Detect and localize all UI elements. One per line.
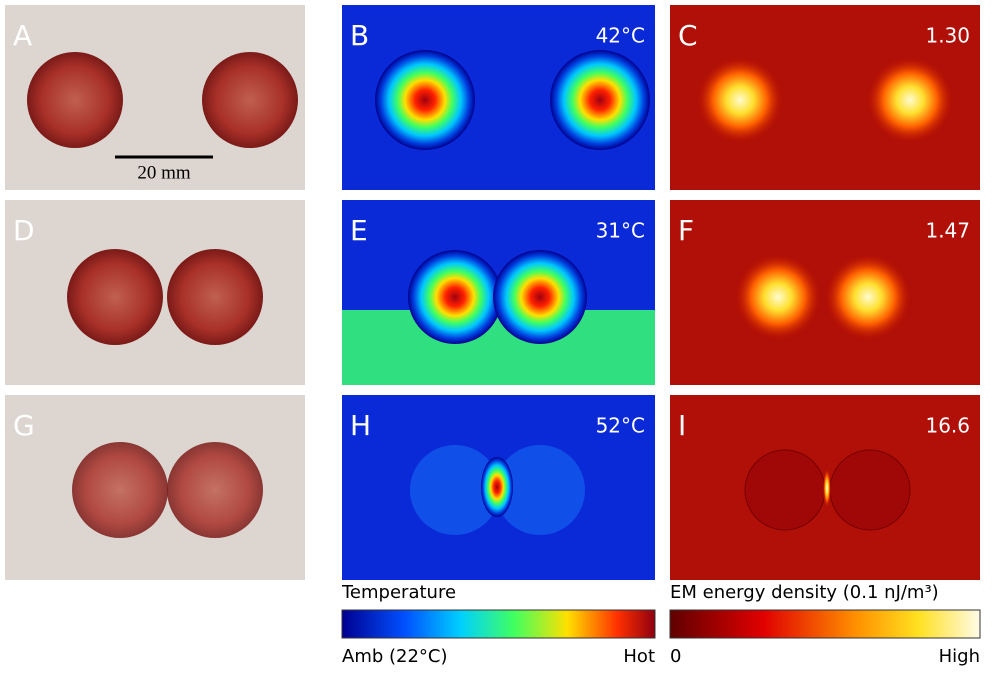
legend-title: EM energy density (0.1 nJ/m³): [670, 582, 939, 603]
scale-label: 20 mm: [137, 162, 191, 183]
panel-letter: I: [678, 409, 686, 442]
field-spot: [733, 252, 823, 342]
grape-outline: [829, 449, 911, 531]
hot-spot: [493, 250, 587, 344]
hot-spot: [408, 250, 502, 344]
grape: [72, 442, 168, 538]
panel-letter: A: [13, 19, 32, 52]
panel-value: 31°C: [596, 219, 645, 243]
panel-letter: G: [13, 409, 35, 442]
panel-value: 1.30: [925, 24, 970, 48]
legend-min: 0: [670, 646, 681, 667]
grape: [167, 249, 263, 345]
grape-outline: [744, 449, 826, 531]
panel-letter: B: [350, 19, 369, 52]
hot-spot: [375, 50, 475, 150]
panel-value: 1.47: [925, 219, 970, 243]
legend-title: Temperature: [341, 582, 456, 603]
field-spot: [823, 252, 913, 342]
hot-spot: [550, 50, 650, 150]
colorbar: [341, 609, 656, 639]
field-spot: [823, 468, 831, 508]
field-spot: [865, 55, 955, 145]
panel-letter: H: [350, 409, 371, 442]
panel-letter: E: [350, 214, 368, 247]
legend-min: Amb (22°C): [342, 646, 448, 667]
panel-letter: F: [678, 214, 694, 247]
grape: [27, 52, 123, 148]
panel-value: 42°C: [596, 24, 645, 48]
panel-letter: C: [678, 19, 698, 52]
colorbar: [669, 609, 981, 639]
grape-outline: [410, 445, 500, 535]
hot-spot: [481, 457, 513, 517]
legend-max: Hot: [623, 646, 655, 667]
grape: [67, 249, 163, 345]
field-spot: [695, 55, 785, 145]
grape-outline: [495, 445, 585, 535]
ground: [342, 310, 655, 385]
legend-max: High: [939, 646, 980, 667]
panel-letter: D: [13, 214, 35, 247]
grape: [167, 442, 263, 538]
panel-value: 16.6: [925, 414, 970, 438]
panel-value: 52°C: [596, 414, 645, 438]
grape: [202, 52, 298, 148]
